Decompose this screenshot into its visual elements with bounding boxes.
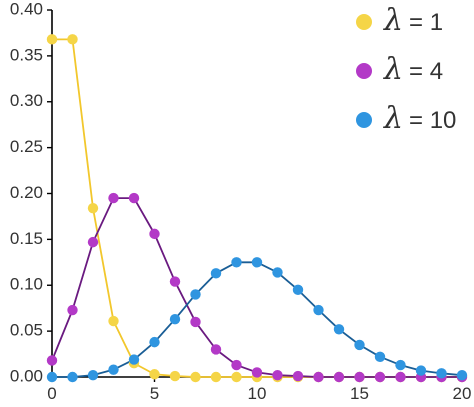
- data-point: [128, 192, 140, 204]
- y-tick-label: 0.40: [10, 0, 43, 18]
- x-tick-label: 0: [47, 384, 56, 402]
- x-tick-label: 15: [350, 384, 369, 402]
- y-tick-label: 0.30: [10, 91, 43, 110]
- data-point: [354, 339, 365, 351]
- data-point: [436, 368, 447, 379]
- data-point: [108, 364, 119, 375]
- y-tick-label: 0.25: [10, 137, 43, 156]
- data-point: [108, 315, 119, 327]
- data-point: [333, 371, 345, 383]
- data-point: [272, 267, 283, 278]
- y-tick-label: 0.20: [10, 183, 43, 202]
- data-point: [231, 359, 242, 371]
- data-point: [46, 355, 58, 366]
- x-tick-label: 5: [150, 384, 159, 402]
- data-point: [292, 284, 304, 296]
- data-point: [251, 367, 263, 378]
- data-point: [169, 370, 181, 382]
- y-tick-label: 0.15: [10, 229, 43, 248]
- data-point: [415, 365, 427, 376]
- series-points: [46, 34, 468, 383]
- data-point: [87, 202, 99, 214]
- data-point: [46, 371, 58, 383]
- data-point: [108, 192, 119, 204]
- legend-entry: λ = 4: [383, 52, 443, 87]
- data-point: [149, 369, 160, 380]
- data-point: [67, 34, 78, 45]
- series-line-1: [51, 197, 462, 378]
- y-tick-label: 0.35: [10, 45, 43, 64]
- data-point: [395, 359, 406, 371]
- data-point: [313, 371, 324, 383]
- x-tick-label: 20: [453, 384, 472, 402]
- data-point: [210, 268, 222, 279]
- x-tick-label: 10: [248, 384, 267, 402]
- data-point: [190, 316, 201, 328]
- data-point: [333, 324, 345, 335]
- data-point: [231, 257, 242, 268]
- data-point: [87, 369, 99, 381]
- y-tick-label: 0.05: [10, 321, 43, 340]
- data-point: [210, 344, 222, 355]
- legend-entry: λ = 10: [383, 101, 456, 136]
- data-point: [272, 369, 283, 381]
- data-point: [251, 257, 263, 268]
- data-point: [374, 351, 386, 363]
- data-point: [190, 289, 201, 300]
- data-point: [128, 354, 140, 365]
- data-point: [67, 371, 78, 383]
- data-point: [354, 371, 365, 383]
- series-line-0: [52, 38, 462, 378]
- y-tick-label: 0.10: [10, 275, 43, 294]
- y-tick-label: 0.00: [10, 366, 43, 385]
- data-point: [292, 370, 304, 382]
- data-point: [87, 236, 99, 248]
- legend-marker: [356, 14, 372, 30]
- data-point: [374, 371, 386, 383]
- data-point: [149, 336, 160, 348]
- data-point: [46, 34, 58, 45]
- legend: λ = 1 λ = 4 λ = 10: [356, 3, 456, 136]
- data-point: [190, 371, 201, 383]
- data-point: [313, 304, 324, 316]
- data-point: [456, 369, 468, 381]
- data-point: [169, 313, 181, 325]
- data-point: [395, 371, 406, 383]
- data-point: [169, 276, 181, 287]
- data-point: [231, 371, 242, 383]
- legend-marker: [356, 112, 372, 128]
- legend-marker: [356, 63, 372, 79]
- axes: 0.00 0.05 0.10 0.15 0.20 0.25 0.30 0.35 0.40 0 5 10…: [10, 0, 472, 403]
- data-point: [67, 304, 78, 316]
- data-point: [149, 228, 160, 240]
- data-point: [210, 371, 222, 383]
- legend-entry: λ = 1: [383, 3, 443, 38]
- series-lines: [51, 38, 463, 378]
